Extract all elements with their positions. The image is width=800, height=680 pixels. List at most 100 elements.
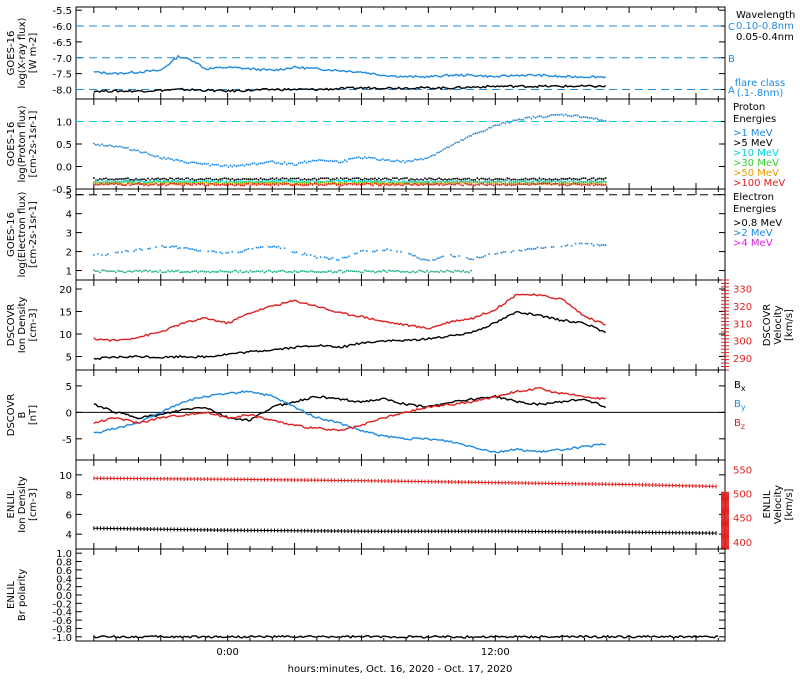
data-point	[211, 179, 214, 181]
data-point	[171, 179, 173, 182]
data-point	[568, 177, 571, 180]
data-point	[372, 250, 374, 253]
data-point	[225, 177, 228, 180]
data-point	[558, 179, 561, 182]
data-point	[203, 180, 206, 182]
data-point	[586, 182, 589, 184]
data-point	[508, 181, 511, 184]
data-point	[470, 180, 472, 182]
legend-entry: >0.8 MeV	[733, 218, 782, 229]
data-point	[269, 246, 272, 248]
data-point	[233, 182, 236, 184]
data-point	[556, 180, 559, 182]
data-point	[590, 242, 593, 245]
data-point	[345, 256, 348, 259]
data-point	[506, 120, 509, 123]
data-point	[434, 270, 436, 273]
data-point	[458, 141, 460, 143]
data-point	[504, 251, 507, 253]
data-point	[353, 252, 356, 255]
data-point	[508, 183, 511, 186]
data-point	[546, 115, 549, 118]
data-point	[388, 181, 390, 183]
data-point	[107, 253, 109, 256]
data-point	[313, 182, 316, 185]
data-point	[570, 183, 573, 186]
data-point	[189, 161, 191, 164]
data-point	[524, 182, 527, 185]
data-point	[269, 182, 272, 185]
y2-tick-label: 320	[733, 302, 752, 313]
data-point	[436, 257, 438, 260]
data-point	[221, 165, 224, 168]
data-point	[372, 183, 374, 185]
data-point	[345, 160, 348, 163]
y-axis-label: GOES-16	[6, 212, 17, 257]
data-point	[582, 177, 585, 179]
data-point	[498, 180, 501, 183]
data-point	[390, 184, 392, 186]
data-point	[506, 184, 509, 186]
data-point	[337, 181, 340, 183]
data-point	[319, 159, 322, 162]
data-point	[189, 183, 191, 186]
data-point	[374, 182, 376, 185]
data-point	[554, 114, 557, 116]
data-point	[95, 183, 97, 186]
data-point	[109, 178, 111, 181]
data-point	[193, 179, 196, 181]
data-point	[175, 158, 177, 161]
data-point	[402, 182, 404, 184]
data-point	[570, 245, 573, 247]
data-point	[450, 181, 452, 184]
data-point	[259, 183, 262, 186]
data-point	[213, 270, 216, 273]
y-tick-label: -0.2	[52, 599, 72, 610]
data-point	[518, 181, 521, 184]
data-point	[412, 160, 414, 162]
data-point	[219, 178, 222, 180]
data-point	[592, 118, 595, 120]
data-point	[103, 183, 105, 186]
data-point	[341, 184, 344, 187]
data-point	[129, 149, 131, 151]
data-point	[165, 246, 167, 249]
data-point	[444, 271, 446, 273]
data-point	[153, 180, 155, 183]
data-point	[572, 182, 575, 185]
data-point	[558, 181, 561, 184]
data-point	[143, 183, 145, 186]
data-point	[259, 246, 262, 248]
data-point	[283, 183, 286, 185]
data-point	[239, 251, 242, 253]
y-tick-label: 4	[66, 530, 72, 541]
data-point	[404, 180, 406, 182]
data-point	[211, 182, 214, 185]
data-point	[420, 157, 422, 160]
y-tick-label: 5	[66, 353, 72, 364]
data-point	[450, 179, 452, 182]
data-point	[434, 178, 436, 181]
data-point	[283, 177, 286, 180]
data-point	[574, 183, 577, 185]
data-point	[370, 180, 372, 182]
data-point	[285, 180, 288, 183]
data-point	[580, 242, 583, 245]
data-point	[149, 153, 151, 156]
data-point	[241, 184, 244, 187]
data-point	[343, 177, 346, 180]
data-point	[291, 177, 294, 180]
data-point	[329, 159, 332, 162]
data-point	[231, 177, 234, 180]
data-point	[392, 182, 394, 185]
data-point	[498, 178, 501, 180]
data-point	[209, 180, 212, 183]
data-point	[360, 271, 362, 274]
data-point	[97, 182, 99, 184]
data-point	[251, 183, 254, 186]
data-point	[191, 180, 193, 183]
data-point	[472, 184, 475, 186]
data-point	[374, 177, 376, 180]
legend-entry: >100 MeV	[733, 178, 785, 189]
data-point	[408, 183, 410, 185]
